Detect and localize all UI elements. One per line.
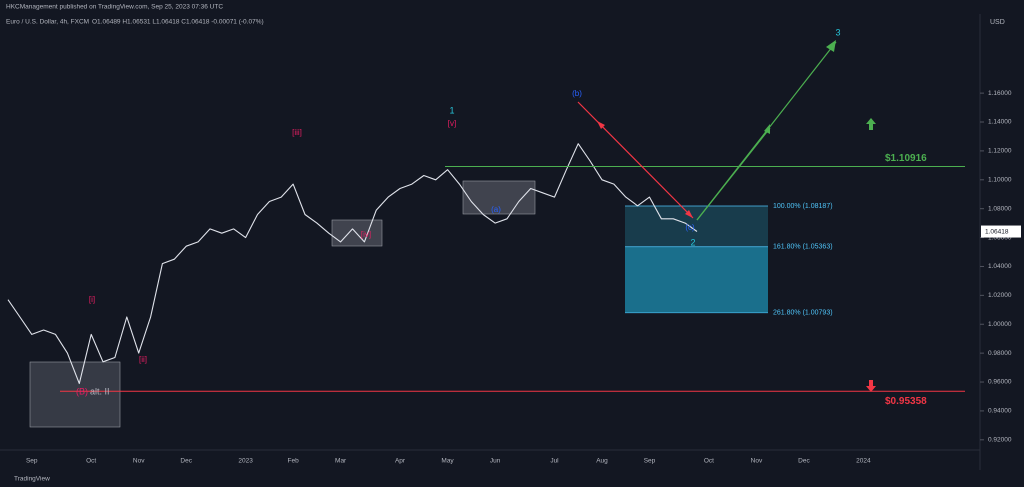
ohlc: O1.06489 H1.06531 L1.06418 C1.06418 -0.0… [92, 19, 264, 26]
level-label: $0.95358 [885, 396, 927, 407]
footer-logo: TradingView [14, 476, 50, 483]
y-tick-label: 0.94000 [988, 408, 1012, 415]
y-tick-label: 0.98000 [988, 350, 1012, 357]
x-tick-label: May [441, 458, 454, 465]
y-tick-label: 1.12000 [988, 148, 1012, 155]
wave-label: [v] [448, 119, 456, 128]
x-tick-label: Sep [644, 458, 656, 465]
wave-label: 1 [449, 105, 454, 115]
x-tick-label: Feb [288, 458, 300, 465]
level-label: $1.10916 [885, 153, 927, 164]
arrowhead [685, 210, 693, 218]
x-tick-label: Dec [180, 458, 192, 465]
x-tick-label: Jun [490, 458, 501, 465]
wave-label: (B) [76, 386, 88, 396]
currency: USD [990, 19, 1005, 26]
price-line [7, 143, 698, 385]
x-tick-label: Nov [751, 458, 763, 465]
wave-label: 3 [835, 27, 840, 37]
x-tick-label: Oct [704, 458, 714, 465]
x-tick-label: 2024 [856, 458, 871, 465]
up-icon [866, 118, 876, 130]
x-tick-label: Aug [596, 458, 608, 465]
range-box [331, 219, 383, 247]
y-tick-label: 1.16000 [988, 90, 1012, 97]
fib-label: 100.00% (1.08187) [773, 203, 833, 210]
x-tick-label: Oct [86, 458, 96, 465]
price-tag [981, 225, 1021, 238]
price-tag-label: 1.06418 [985, 228, 1009, 235]
y-tick-label: 1.10000 [988, 177, 1012, 184]
y-tick-label: 0.96000 [988, 379, 1012, 386]
footer [0, 470, 1024, 487]
down-icon [866, 380, 876, 392]
fib-zone [625, 246, 768, 313]
y-tick-label: 1.08000 [988, 205, 1012, 212]
x-tick-label: 2023 [238, 458, 253, 465]
wave-label: (b) [572, 89, 582, 98]
x-tick-label: Mar [335, 458, 347, 465]
wave-label: [iv] [361, 230, 371, 239]
y-tick-label: 1.06000 [988, 234, 1012, 241]
wave-label: [ii] [139, 355, 147, 364]
fib-label: 261.80% (1.00793) [773, 310, 833, 317]
wave-label: (c) [685, 223, 695, 232]
wave-label: [iii] [292, 128, 302, 137]
arrowhead [764, 124, 770, 134]
chart-title: Euro / U.S. Dollar, 4h, FXCM [6, 19, 89, 26]
x-tick-label: Apr [395, 458, 406, 465]
fib-zone [625, 205, 768, 247]
y-tick-label: 1.00000 [988, 321, 1012, 328]
y-tick-label: 1.14000 [988, 119, 1012, 126]
fib-label: 161.80% (1.05363) [773, 244, 833, 251]
y-tick-label: 1.02000 [988, 292, 1012, 299]
x-tick-label: Jul [550, 458, 559, 465]
publisher: HKCManagement published on TradingView.c… [6, 4, 223, 11]
wave-label: [i] [89, 295, 95, 304]
wave-label: (a) [491, 205, 501, 214]
x-tick-label: Nov [133, 458, 145, 465]
y-tick-label: 0.92000 [988, 437, 1012, 444]
wave-label: alt. II [90, 386, 110, 396]
arrowhead [597, 121, 605, 129]
x-tick-label: Sep [26, 458, 38, 465]
x-tick-label: Dec [798, 458, 810, 465]
wave-label: 2 [690, 237, 695, 247]
y-tick-label: 1.04000 [988, 263, 1012, 270]
arrowhead [826, 40, 836, 52]
